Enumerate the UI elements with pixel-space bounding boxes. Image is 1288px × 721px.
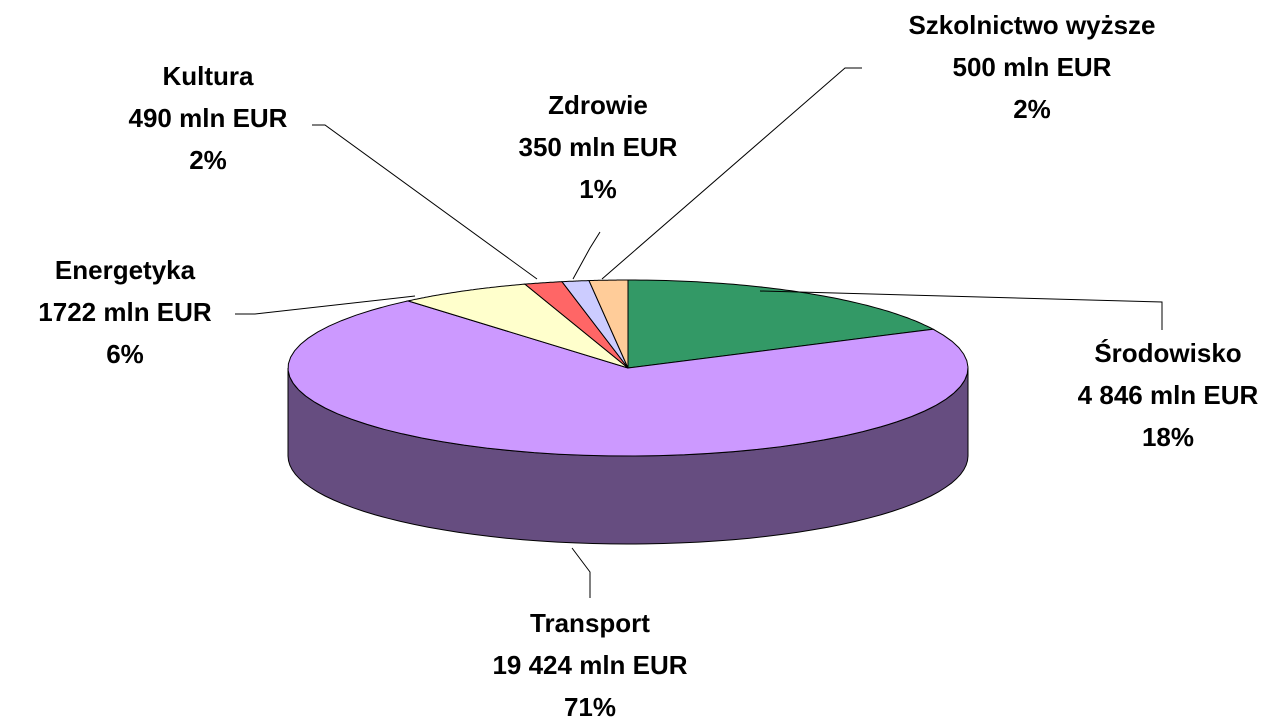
percent-label: 2% xyxy=(1013,94,1051,124)
pie-slice xyxy=(588,279,629,369)
leader-line xyxy=(571,547,591,598)
slice-label: Kultura xyxy=(163,61,255,91)
slice-label: Środowisko xyxy=(1094,338,1241,368)
pie-slice xyxy=(560,280,629,369)
leader-line xyxy=(759,290,1163,330)
value-label: 490 mln EUR xyxy=(129,103,288,133)
percent-label: 2% xyxy=(189,145,227,175)
value-label: 1722 mln EUR xyxy=(38,297,212,327)
percent-label: 71% xyxy=(564,692,616,721)
pie-slice xyxy=(627,279,935,369)
slice-label: Transport xyxy=(530,608,650,638)
leader-line xyxy=(572,231,601,280)
leader-line xyxy=(312,124,538,280)
percent-label: 1% xyxy=(579,174,617,204)
value-label: 4 846 mln EUR xyxy=(1078,380,1259,410)
pie-slice xyxy=(406,283,629,369)
percent-label: 6% xyxy=(106,339,144,369)
value-label: 19 424 mln EUR xyxy=(492,650,687,680)
value-label: 500 mln EUR xyxy=(953,52,1112,82)
slice-label: Energetyka xyxy=(55,255,196,285)
slice-label: Szkolnictwo wyższe xyxy=(908,10,1155,40)
leader-line xyxy=(601,67,862,280)
pie-slice xyxy=(523,281,629,369)
leader-line xyxy=(235,295,416,315)
value-label: 350 mln EUR xyxy=(519,132,678,162)
percent-label: 18% xyxy=(1142,422,1194,452)
slice-label: Zdrowie xyxy=(548,90,648,120)
pie-slice xyxy=(287,300,969,457)
